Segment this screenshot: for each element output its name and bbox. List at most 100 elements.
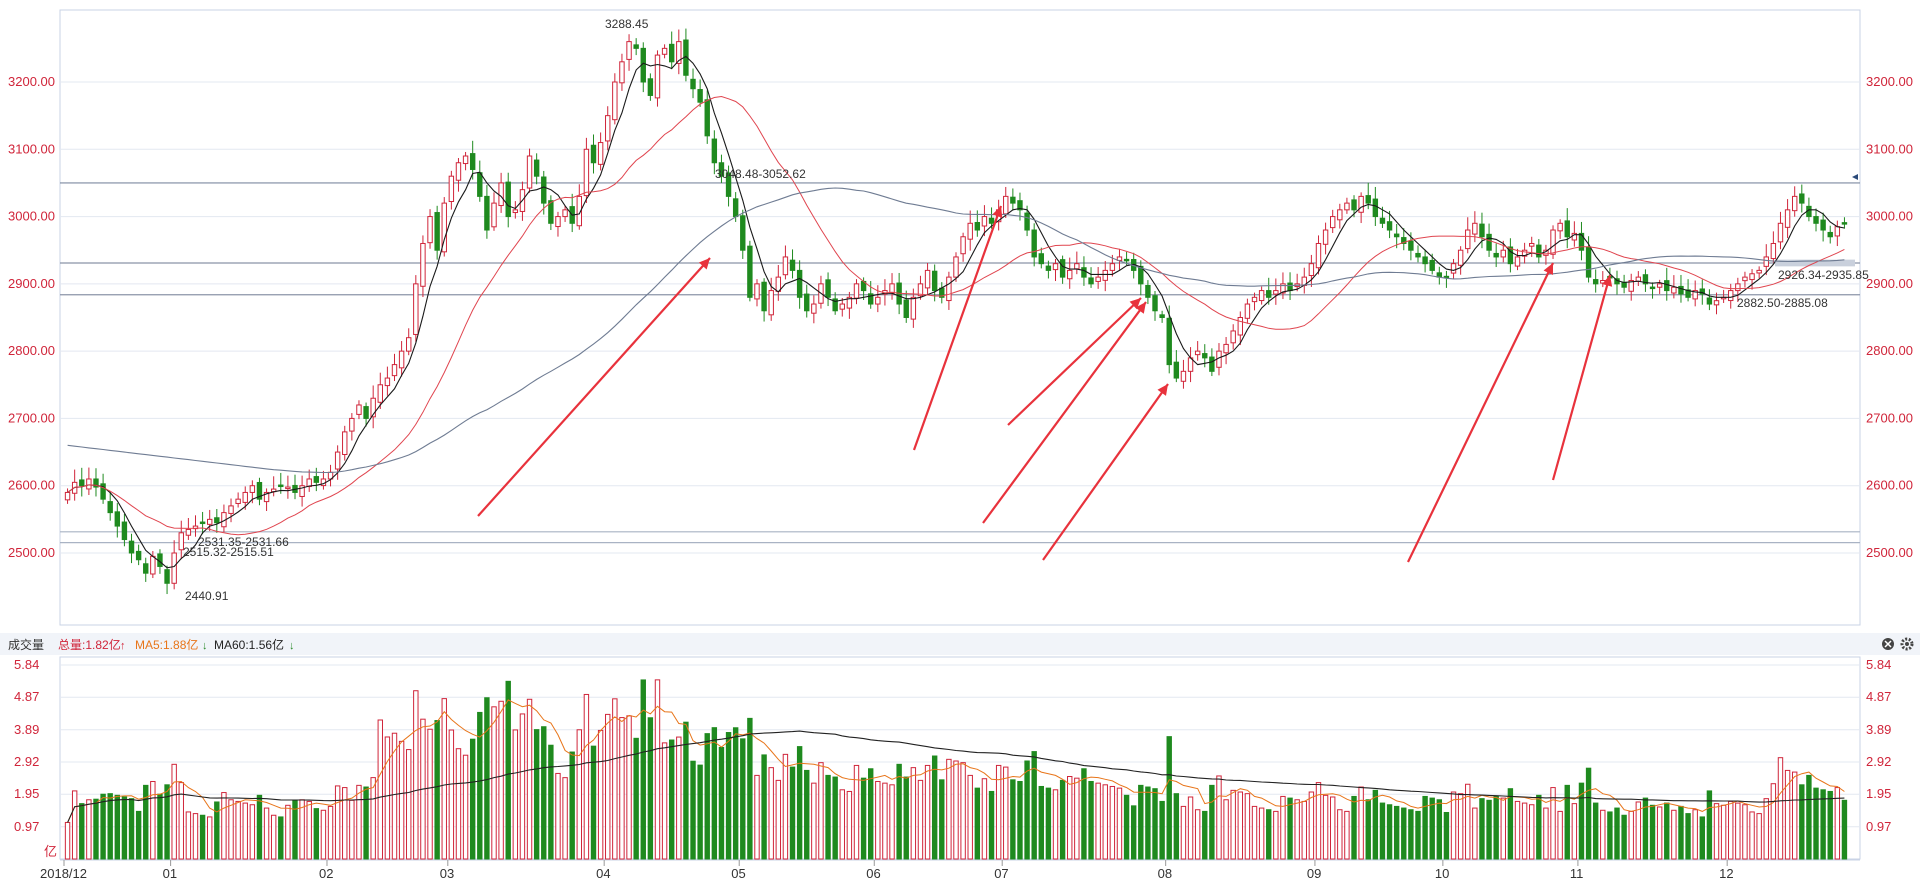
- volume-bar[interactable]: [455, 748, 462, 860]
- candle[interactable]: [1003, 195, 1009, 215]
- volume-bar[interactable]: [1713, 803, 1720, 860]
- volume-bar[interactable]: [981, 778, 988, 860]
- volume-bar[interactable]: [114, 794, 121, 860]
- candle[interactable]: [1713, 300, 1720, 306]
- volume-bar[interactable]: [1408, 809, 1414, 860]
- volume-bar[interactable]: [541, 726, 547, 860]
- candle[interactable]: [1159, 314, 1165, 318]
- candle[interactable]: [512, 209, 519, 214]
- candle[interactable]: [668, 43, 675, 63]
- volume-bar[interactable]: [334, 785, 341, 860]
- volume-bar[interactable]: [1045, 787, 1052, 860]
- volume-bar[interactable]: [491, 706, 497, 860]
- volume-bar[interactable]: [590, 745, 597, 860]
- candle[interactable]: [1507, 246, 1514, 265]
- candle[interactable]: [1088, 277, 1094, 285]
- candle[interactable]: [875, 296, 881, 305]
- volume-bar[interactable]: [1621, 814, 1627, 860]
- candle[interactable]: [953, 256, 959, 278]
- volume-bars[interactable]: [64, 679, 1848, 860]
- volume-bar[interactable]: [86, 799, 92, 860]
- volume-bar[interactable]: [1102, 784, 1108, 860]
- candle[interactable]: [1209, 356, 1215, 372]
- volume-bar[interactable]: [1706, 790, 1713, 860]
- volume-bar[interactable]: [668, 739, 675, 860]
- volume-bar[interactable]: [832, 776, 838, 860]
- volume-bar[interactable]: [1393, 805, 1400, 860]
- volume-bar[interactable]: [1372, 789, 1379, 860]
- candle[interactable]: [107, 501, 113, 514]
- candle[interactable]: [1045, 265, 1052, 271]
- candle[interactable]: [420, 242, 426, 287]
- volume-bar[interactable]: [718, 746, 725, 860]
- volume-bar[interactable]: [917, 779, 924, 860]
- candle[interactable]: [477, 172, 483, 197]
- candle[interactable]: [1223, 343, 1229, 354]
- volume-bar[interactable]: [647, 717, 654, 860]
- volume-bar[interactable]: [1315, 782, 1322, 860]
- candle[interactable]: [1564, 220, 1570, 238]
- volume-bar[interactable]: [1436, 799, 1443, 860]
- volume-bar[interactable]: [313, 808, 320, 860]
- candle[interactable]: [1010, 196, 1016, 204]
- candle[interactable]: [526, 155, 533, 189]
- volume-bar[interactable]: [818, 762, 824, 860]
- volume-bar[interactable]: [1571, 803, 1578, 860]
- volume-bar[interactable]: [740, 738, 746, 860]
- candle[interactable]: [249, 485, 256, 493]
- candle[interactable]: [1799, 193, 1805, 204]
- candle[interactable]: [1180, 370, 1187, 382]
- candle[interactable]: [804, 293, 810, 312]
- candle[interactable]: [441, 202, 447, 253]
- volume-bar[interactable]: [1791, 771, 1798, 860]
- candle[interactable]: [356, 404, 362, 415]
- volume-bar[interactable]: [1130, 805, 1137, 860]
- candle[interactable]: [434, 212, 440, 251]
- volume-bar[interactable]: [1671, 809, 1677, 860]
- candle[interactable]: [1820, 219, 1826, 231]
- volume-bar[interactable]: [839, 789, 845, 860]
- volume-bar[interactable]: [1415, 810, 1421, 860]
- candle[interactable]: [135, 550, 142, 561]
- volume-bar[interactable]: [192, 813, 199, 860]
- candle[interactable]: [740, 215, 746, 251]
- candle[interactable]: [1649, 286, 1656, 290]
- volume-bar[interactable]: [1649, 804, 1656, 860]
- candle[interactable]: [1067, 269, 1073, 280]
- candle[interactable]: [484, 195, 490, 231]
- candle[interactable]: [1401, 237, 1407, 244]
- candle[interactable]: [1514, 256, 1521, 267]
- candle[interactable]: [1742, 276, 1748, 282]
- candle[interactable]: [1685, 289, 1691, 298]
- candle[interactable]: [406, 337, 412, 352]
- volume-bar[interactable]: [1600, 809, 1606, 860]
- volume-bar[interactable]: [1507, 788, 1514, 860]
- volume-bar[interactable]: [356, 784, 362, 860]
- candle[interactable]: [370, 397, 376, 418]
- candle[interactable]: [413, 283, 419, 335]
- candle[interactable]: [548, 200, 554, 224]
- candle[interactable]: [605, 115, 611, 142]
- volume-bar[interactable]: [1251, 805, 1258, 860]
- candle[interactable]: [285, 486, 291, 490]
- volume-bar[interactable]: [1301, 800, 1307, 860]
- candle[interactable]: [171, 552, 177, 584]
- candle[interactable]: [1457, 249, 1464, 266]
- candle[interactable]: [1173, 361, 1180, 379]
- volume-bar[interactable]: [1827, 790, 1833, 860]
- volume-bar[interactable]: [363, 786, 369, 860]
- candle[interactable]: [789, 259, 796, 271]
- candle[interactable]: [747, 245, 753, 298]
- candle[interactable]: [597, 142, 604, 165]
- volume-bar[interactable]: [1820, 789, 1826, 860]
- volume-bar[interactable]: [1067, 776, 1073, 860]
- volume-bar[interactable]: [1024, 760, 1030, 860]
- volume-bar[interactable]: [1031, 751, 1037, 860]
- candle[interactable]: [1017, 200, 1023, 211]
- candle[interactable]: [796, 269, 803, 298]
- volume-bar[interactable]: [228, 799, 234, 860]
- candle[interactable]: [754, 283, 760, 300]
- candle[interactable]: [1735, 283, 1741, 292]
- volume-bar[interactable]: [143, 784, 149, 860]
- candle[interactable]: [455, 162, 462, 181]
